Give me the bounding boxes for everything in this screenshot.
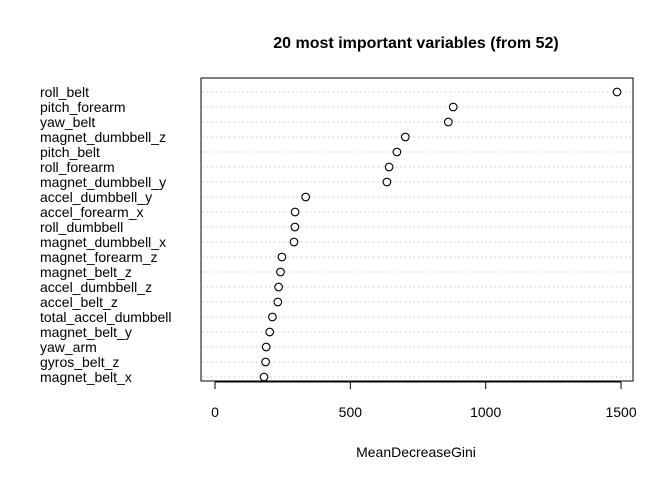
data-point — [301, 192, 311, 202]
data-point — [612, 87, 622, 97]
variable-label: roll_dumbbell — [40, 219, 123, 235]
data-point — [290, 222, 300, 232]
data-point — [384, 162, 394, 172]
variable-label: magnet_dumbbell_x — [40, 234, 166, 250]
data-point — [290, 207, 300, 217]
variable-label: accel_forearm_x — [40, 204, 144, 220]
data-point — [382, 177, 392, 187]
data-point — [273, 297, 283, 307]
x-tick-label: 1000 — [470, 404, 501, 420]
x-axis: 0 500 1000 1500 — [211, 381, 637, 420]
x-tick-label: 1500 — [605, 404, 636, 420]
x-tick-label: 0 — [211, 404, 219, 420]
variable-label: magnet_dumbbell_y — [40, 174, 166, 190]
data-points — [259, 87, 622, 382]
variable-label: pitch_belt — [40, 144, 100, 160]
variable-label: accel_belt_z — [40, 294, 118, 310]
variable-label: magnet_belt_x — [40, 369, 132, 385]
x-tick-label: 500 — [339, 404, 363, 420]
data-point — [265, 327, 275, 337]
variable-labels: roll_beltpitch_forearmyaw_beltmagnet_dum… — [40, 84, 172, 385]
data-point — [448, 102, 458, 112]
variable-label: yaw_belt — [40, 114, 95, 130]
data-point — [261, 357, 270, 367]
variable-label: magnet_dumbbell_z — [40, 129, 166, 145]
variable-label: accel_dumbbell_y — [40, 189, 152, 205]
plot-frame — [200, 77, 634, 382]
variable-label: yaw_arm — [40, 339, 97, 355]
data-point — [274, 282, 283, 292]
variable-label: pitch_forearm — [40, 99, 126, 115]
variable-label: total_accel_dumbbell — [40, 309, 172, 325]
data-point — [261, 342, 271, 352]
data-point — [400, 132, 410, 142]
variable-label: magnet_forearm_z — [40, 249, 158, 265]
variable-label: roll_forearm — [40, 159, 115, 175]
chart-title: 20 most important variables (from 52) — [273, 35, 558, 52]
variable-label: gyros_belt_z — [40, 354, 119, 370]
variable-label: magnet_belt_y — [40, 324, 132, 340]
data-point — [268, 312, 277, 322]
variable-label: magnet_belt_z — [40, 264, 132, 280]
data-point — [277, 252, 287, 262]
variable-label: roll_belt — [40, 84, 89, 100]
data-point — [259, 372, 269, 382]
variable-label: accel_dumbbell_z — [40, 279, 152, 295]
data-point — [392, 147, 402, 157]
data-point — [276, 267, 285, 277]
data-point — [443, 117, 453, 127]
x-axis-label: MeanDecreaseGini — [356, 444, 476, 460]
data-point — [289, 237, 299, 247]
